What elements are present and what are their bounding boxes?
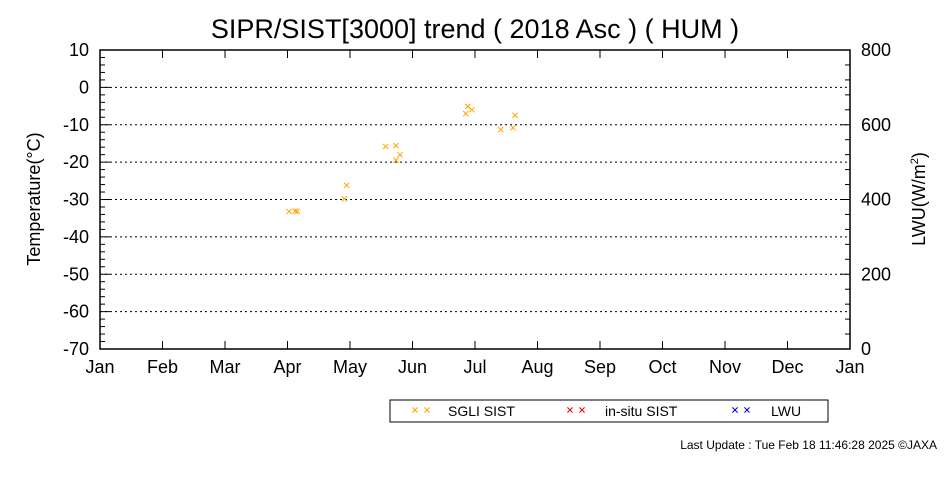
y2-tick-label: 200 [861, 264, 891, 284]
legend-marker [579, 407, 585, 413]
last-update-footer: Last Update : Tue Feb 18 11:46:28 2025 ©… [680, 438, 937, 452]
y2-axis-label: LWU(W/m2) [909, 152, 929, 246]
data-point [392, 142, 399, 149]
y-axis-label: Temperature(°C) [24, 132, 44, 265]
x-tick-label: Jan [85, 357, 114, 377]
legend-label-insitu: in-situ SIST [605, 403, 678, 419]
x-tick-label: May [333, 357, 367, 377]
legend-label-lwu: LWU [771, 403, 801, 419]
y2-tick-label: 0 [861, 339, 871, 359]
x-tick-label: Jan [835, 357, 864, 377]
y-tick-label: 10 [69, 40, 89, 60]
y2-axis-label-main: LWU(W/m [909, 164, 929, 246]
data-point [512, 112, 519, 119]
x-tick-label: Nov [709, 357, 741, 377]
data-point [462, 110, 469, 117]
data-point [294, 208, 301, 215]
y2-axis-label-end: ) [909, 152, 929, 158]
data-point [510, 124, 516, 131]
data-point [464, 103, 471, 110]
y-tick-label: -70 [63, 339, 89, 359]
data-point [343, 182, 350, 189]
data-point [292, 208, 299, 215]
y2-axis-label-sup: 2 [909, 158, 921, 164]
legend: SGLI SIST in-situ SIST LWU [389, 399, 829, 423]
data-points [286, 103, 519, 215]
x-tick-label: Feb [147, 357, 178, 377]
x-tick-label: Aug [521, 357, 553, 377]
y-tick-label: -10 [63, 115, 89, 135]
legend-label-sgli: SGLI SIST [448, 403, 515, 419]
data-point [397, 151, 403, 158]
y-tick-label: 0 [79, 77, 89, 97]
x-tick-label: Apr [273, 357, 301, 377]
data-point [392, 157, 399, 164]
axes: 100-10-20-30-40-50-60-708006004002000Jan… [63, 40, 891, 377]
x-tick-label: Oct [648, 357, 676, 377]
y2-tick-label: 800 [861, 40, 891, 60]
x-tick-label: Jul [463, 357, 486, 377]
legend-markers [412, 407, 750, 413]
y2-tick-label: 600 [861, 115, 891, 135]
chart-title: SIPR/SIST[3000] trend ( 2018 Asc ) ( HUM… [211, 14, 739, 44]
y-tick-label: -40 [63, 227, 89, 247]
y-tick-label: -20 [63, 152, 89, 172]
y-tick-label: -60 [63, 302, 89, 322]
legend-box [389, 399, 829, 423]
data-point [468, 106, 475, 113]
legend-marker [567, 407, 573, 413]
y2-tick-label: 400 [861, 190, 891, 210]
legend-marker [744, 407, 750, 413]
x-tick-label: Jun [398, 357, 427, 377]
data-point [382, 143, 389, 150]
data-point [341, 195, 348, 202]
y-tick-label: -50 [63, 264, 89, 284]
data-point [497, 126, 504, 133]
grid-lines [100, 86, 850, 313]
legend-marker [732, 407, 738, 413]
legend-marker [412, 407, 418, 413]
x-tick-label: Mar [210, 357, 241, 377]
x-tick-label: Dec [771, 357, 803, 377]
y-tick-label: -30 [63, 190, 89, 210]
x-tick-label: Sep [584, 357, 616, 377]
data-point [286, 208, 292, 215]
legend-marker [424, 407, 430, 413]
